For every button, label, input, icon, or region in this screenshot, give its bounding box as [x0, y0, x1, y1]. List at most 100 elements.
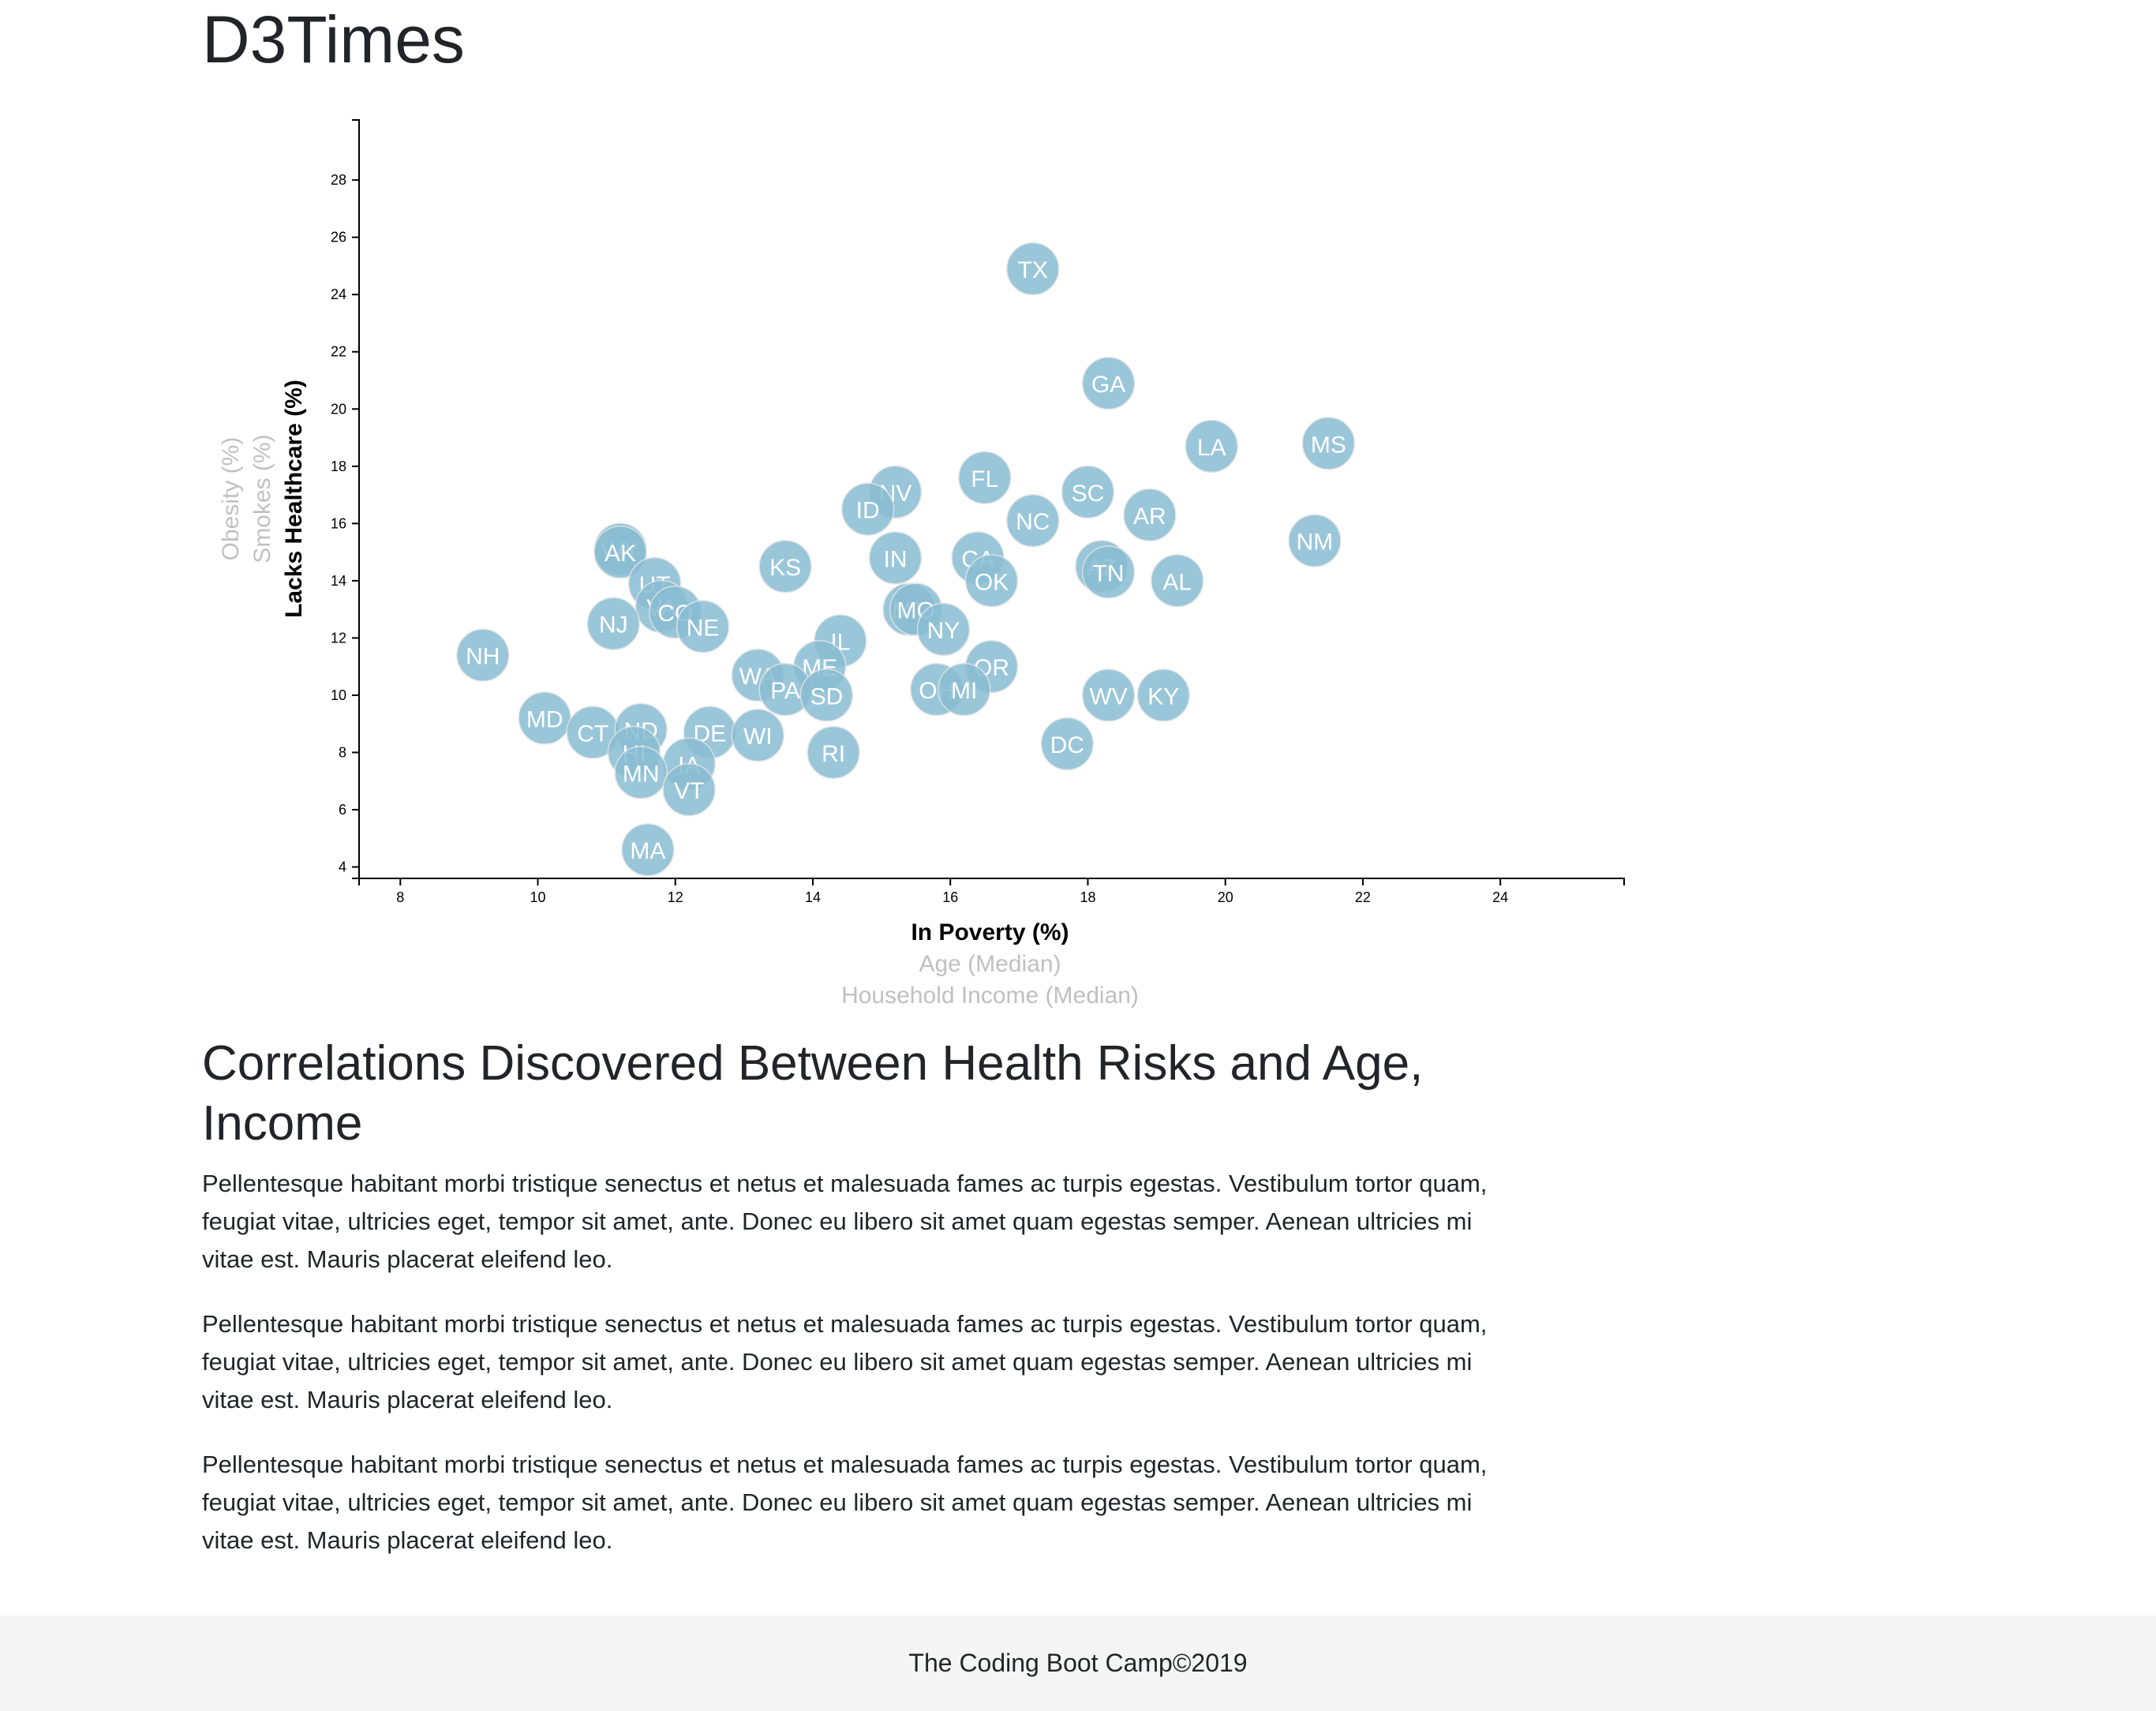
state-point-ak[interactable]: AK [593, 525, 647, 579]
state-circle[interactable] [662, 762, 716, 817]
state-label: CT [577, 721, 608, 747]
state-point-ky[interactable]: KY [1136, 668, 1191, 722]
state-circle[interactable] [1136, 668, 1191, 722]
state-point-nm[interactable]: NM [1288, 514, 1342, 567]
state-circle[interactable] [621, 822, 675, 877]
state-circle[interactable] [964, 554, 1019, 608]
x-axis: 8 10 12 14 16 18 20 22 24 [358, 878, 1625, 905]
state-circle[interactable] [758, 539, 812, 593]
state-point-ga[interactable]: GA [1081, 356, 1136, 410]
state-circle[interactable] [1040, 717, 1095, 771]
state-label: TX [1018, 257, 1048, 283]
y-tick-label: 4 [339, 859, 346, 874]
state-label: LA [1197, 435, 1226, 461]
state-point-nj[interactable]: NJ [586, 597, 641, 650]
y-tick-label: 20 [331, 401, 346, 417]
state-point-id[interactable]: ID [840, 482, 895, 536]
state-point-vt[interactable]: VT [662, 762, 716, 817]
state-circle[interactable] [1081, 356, 1136, 410]
data-points: TXGALAMSFLNVSCIDNCARNMWYAKKSINCAAZTNUTOK… [456, 241, 1356, 877]
x-tick-label: 16 [942, 889, 958, 905]
state-label: IN [884, 546, 908, 572]
state-label: VT [674, 778, 704, 804]
state-circle[interactable] [586, 597, 641, 650]
state-point-wv[interactable]: WV [1081, 668, 1136, 722]
state-point-md[interactable]: MD [518, 691, 571, 745]
state-label: NY [927, 618, 960, 644]
state-circle[interactable] [614, 746, 668, 799]
state-point-nh[interactable]: NH [456, 628, 510, 682]
state-point-la[interactable]: LA [1185, 419, 1239, 474]
state-label: MD [526, 706, 563, 732]
state-circle[interactable] [1081, 545, 1136, 599]
state-circle[interactable] [799, 668, 854, 722]
y-tick-label: 12 [331, 630, 346, 646]
y-tick-label: 8 [339, 744, 346, 760]
state-label: KS [769, 555, 801, 581]
state-point-ar[interactable]: AR [1123, 488, 1177, 542]
x-axis-label-option[interactable]: Household Income (Median) [841, 983, 1139, 1009]
state-point-tn[interactable]: TN [1081, 545, 1136, 599]
state-label: WV [1089, 683, 1127, 709]
state-circle[interactable] [1006, 241, 1060, 296]
state-point-ms[interactable]: MS [1301, 417, 1356, 470]
state-circle[interactable] [1301, 417, 1356, 470]
state-label: NH [466, 644, 500, 670]
state-point-dc[interactable]: DC [1040, 717, 1095, 771]
y-axis-label-option[interactable]: Obesity (%) [218, 437, 244, 561]
x-tick-label: 12 [668, 889, 683, 905]
y-axis-label-option[interactable]: Smokes (%) [249, 434, 275, 563]
state-point-in[interactable]: IN [868, 531, 923, 585]
page-title: D3Times [202, 2, 465, 77]
state-point-mn[interactable]: MN [614, 746, 668, 799]
state-point-tx[interactable]: TX [1006, 241, 1060, 296]
state-circle[interactable] [731, 708, 785, 762]
state-label: KY [1147, 683, 1179, 709]
state-circle[interactable] [840, 482, 895, 536]
x-axis-label-option[interactable]: In Poverty (%) [911, 919, 1069, 945]
state-circle[interactable] [937, 662, 991, 717]
y-axis-domain [352, 119, 360, 879]
article: Correlations Discovered Between Health R… [202, 1034, 1504, 1586]
state-circle[interactable] [1081, 668, 1136, 722]
x-tick-label: 14 [805, 889, 821, 905]
y-tick-label: 24 [331, 286, 346, 302]
y-tick-label: 28 [331, 172, 346, 188]
state-circle[interactable] [1185, 419, 1239, 474]
state-circle[interactable] [593, 525, 647, 579]
state-circle[interactable] [1006, 493, 1060, 548]
state-point-ks[interactable]: KS [758, 539, 812, 593]
y-tick-label: 6 [339, 802, 346, 818]
state-point-mi[interactable]: MI [937, 662, 991, 717]
state-point-ri[interactable]: RI [807, 725, 860, 780]
article-heading: Correlations Discovered Between Health R… [202, 1036, 1424, 1151]
state-point-ne[interactable]: NE [676, 600, 730, 653]
state-point-ny[interactable]: NY [916, 602, 971, 657]
state-point-ok[interactable]: OK [964, 554, 1019, 608]
x-axis-label-option[interactable]: Age (Median) [919, 951, 1061, 977]
state-circle[interactable] [456, 628, 510, 682]
state-point-wi[interactable]: WI [731, 708, 785, 762]
y-tick-label: 22 [331, 344, 346, 360]
state-point-nc[interactable]: NC [1006, 493, 1060, 548]
state-point-ma[interactable]: MA [621, 822, 675, 877]
state-circle[interactable] [958, 451, 1012, 505]
state-point-sc[interactable]: SC [1061, 465, 1115, 519]
state-label: TN [1093, 560, 1125, 586]
x-tick-label: 8 [396, 889, 404, 905]
state-circle[interactable] [868, 531, 923, 585]
state-point-fl[interactable]: FL [958, 451, 1012, 505]
state-circle[interactable] [1061, 465, 1115, 519]
state-circle[interactable] [1150, 554, 1204, 608]
state-circle[interactable] [1123, 488, 1177, 542]
y-axis-label-option[interactable]: Lacks Healthcare (%) [281, 380, 307, 618]
state-point-al[interactable]: AL [1150, 554, 1204, 608]
state-circle[interactable] [676, 600, 730, 653]
state-circle[interactable] [1288, 514, 1342, 567]
state-circle[interactable] [916, 602, 971, 657]
y-tick-label: 14 [331, 573, 346, 589]
state-circle[interactable] [807, 725, 860, 780]
state-point-sd[interactable]: SD [799, 668, 854, 722]
state-label: MS [1311, 432, 1346, 458]
y-axis-labels: Lacks Healthcare (%)Smokes (%)Obesity (%… [218, 380, 307, 618]
